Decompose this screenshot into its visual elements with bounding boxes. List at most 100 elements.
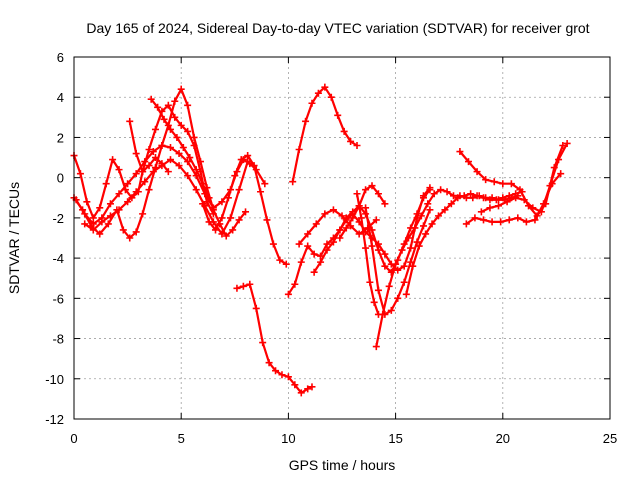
x-tick-label: 0	[70, 431, 77, 446]
data-point	[336, 226, 344, 234]
data-series	[477, 139, 571, 216]
data-point	[349, 214, 357, 222]
data-point	[173, 133, 181, 141]
data-series	[362, 204, 434, 318]
data-point	[102, 180, 110, 188]
data-point	[357, 214, 365, 222]
data-point	[104, 220, 112, 228]
data-point	[115, 206, 123, 214]
data-point	[132, 228, 140, 236]
data-point	[106, 212, 114, 220]
data-point	[164, 168, 172, 176]
data-point	[407, 244, 415, 252]
data-point	[505, 216, 513, 224]
data-point	[329, 206, 337, 214]
data-point	[537, 208, 545, 216]
data-series	[72, 141, 254, 228]
data-point	[317, 258, 325, 266]
data-point	[124, 180, 132, 188]
data-point	[499, 194, 507, 202]
data-point	[385, 282, 393, 290]
data-point	[145, 162, 153, 170]
data-point	[184, 101, 192, 109]
data-point	[284, 290, 292, 298]
data-point	[413, 238, 421, 246]
data-point	[229, 226, 237, 234]
data-point	[394, 294, 402, 302]
data-point	[177, 85, 185, 93]
data-point	[473, 168, 481, 176]
data-point	[96, 230, 104, 238]
data-point	[308, 99, 316, 107]
ticks: 0 5 10 15 20 25 -12 -10 -8 -6 -4 -2 0 2 4 6	[45, 50, 617, 446]
data-point	[460, 192, 468, 200]
data-point	[362, 244, 370, 252]
data-point	[323, 246, 331, 254]
series-line	[83, 158, 266, 236]
series-line	[201, 154, 288, 266]
data-point	[394, 266, 402, 274]
data-point	[308, 383, 316, 391]
data-point	[512, 194, 520, 202]
data-point	[392, 260, 400, 268]
data-point	[338, 212, 346, 220]
y-tick-label: 4	[57, 90, 64, 105]
data-point	[310, 268, 318, 276]
data-point	[166, 125, 174, 133]
data-point	[404, 234, 412, 242]
data-point	[184, 127, 192, 135]
data-point	[237, 156, 245, 164]
data-point	[372, 343, 380, 351]
data-point	[336, 234, 344, 242]
data-point	[151, 154, 159, 162]
data-point	[235, 186, 243, 194]
y-tick-label: -4	[52, 251, 64, 266]
data-point	[218, 214, 226, 222]
data-point	[437, 186, 445, 194]
data-point	[430, 190, 438, 198]
data-point	[302, 117, 310, 125]
data-point	[242, 208, 250, 216]
data-point	[426, 186, 434, 194]
data-point	[297, 258, 305, 266]
data-point	[503, 198, 511, 206]
data-point	[347, 137, 355, 145]
data-point	[480, 194, 488, 202]
data-point	[411, 224, 419, 232]
data-point	[482, 176, 490, 184]
data-point	[471, 214, 479, 222]
y-axis-title: SDTVAR / TECUs	[6, 182, 22, 294]
data-point	[83, 198, 91, 206]
data-point	[190, 133, 198, 141]
data-series	[126, 117, 172, 176]
data-point	[353, 190, 361, 198]
data-point	[244, 152, 252, 160]
data-series	[233, 280, 316, 397]
data-point	[304, 385, 312, 393]
data-point	[434, 212, 442, 220]
data-point	[184, 158, 192, 166]
data-point	[257, 188, 265, 196]
data-point	[231, 172, 239, 180]
data-point	[415, 242, 423, 250]
data-point	[124, 198, 132, 206]
x-tick-label: 25	[603, 431, 617, 446]
series-line	[74, 144, 251, 225]
data-point	[374, 286, 382, 294]
x-tick-label: 20	[496, 431, 510, 446]
data-point	[563, 139, 571, 147]
data-point	[522, 218, 530, 226]
data-point	[175, 150, 183, 158]
data-point	[199, 180, 207, 188]
data-point	[209, 204, 217, 212]
data-point	[557, 170, 565, 178]
data-point	[499, 180, 507, 188]
data-point	[329, 238, 337, 246]
y-tick-label: -12	[45, 412, 64, 427]
data-point	[224, 194, 232, 202]
data-point	[199, 200, 207, 208]
data-point	[154, 103, 162, 111]
x-tick-label: 10	[281, 431, 295, 446]
data-point	[413, 210, 421, 218]
